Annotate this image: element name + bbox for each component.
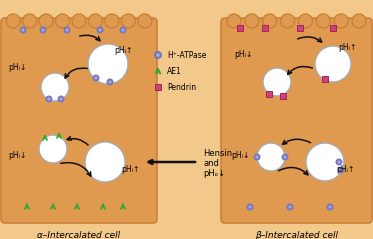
Circle shape: [288, 206, 292, 209]
Text: pHᵢ↑: pHᵢ↑: [121, 164, 139, 174]
Circle shape: [315, 46, 351, 82]
Circle shape: [85, 142, 125, 182]
Circle shape: [88, 14, 103, 28]
FancyBboxPatch shape: [1, 18, 157, 223]
Circle shape: [335, 158, 342, 165]
Circle shape: [257, 143, 285, 171]
Text: H⁺-ATPase: H⁺-ATPase: [167, 50, 206, 60]
Circle shape: [306, 143, 344, 181]
Circle shape: [156, 53, 160, 57]
Circle shape: [286, 203, 294, 211]
Circle shape: [23, 14, 37, 28]
Circle shape: [263, 14, 277, 28]
Text: and: and: [203, 159, 219, 168]
Circle shape: [119, 27, 126, 33]
Text: Pendrin: Pendrin: [167, 82, 196, 92]
Circle shape: [247, 203, 254, 211]
Text: pHᵢ↓: pHᵢ↓: [8, 151, 26, 159]
Circle shape: [316, 14, 330, 28]
Text: pHᵢ↑: pHᵢ↑: [338, 43, 356, 51]
Text: Hensin: Hensin: [203, 150, 232, 158]
Circle shape: [98, 28, 101, 32]
Circle shape: [121, 14, 135, 28]
Circle shape: [97, 27, 103, 33]
Circle shape: [93, 75, 100, 81]
Circle shape: [254, 153, 260, 161]
FancyBboxPatch shape: [221, 18, 372, 223]
Circle shape: [338, 167, 345, 174]
Text: pHᵢ↓: pHᵢ↓: [231, 151, 249, 159]
Circle shape: [19, 27, 26, 33]
Circle shape: [88, 44, 128, 84]
Circle shape: [245, 14, 259, 28]
Circle shape: [339, 168, 342, 172]
Circle shape: [39, 135, 67, 163]
FancyBboxPatch shape: [237, 25, 243, 31]
Circle shape: [352, 14, 366, 28]
FancyBboxPatch shape: [262, 25, 268, 31]
Circle shape: [122, 28, 125, 32]
Circle shape: [57, 96, 65, 103]
FancyBboxPatch shape: [330, 25, 336, 31]
Circle shape: [65, 28, 69, 32]
Circle shape: [94, 76, 98, 80]
Circle shape: [256, 155, 258, 158]
FancyBboxPatch shape: [322, 76, 328, 82]
Circle shape: [248, 206, 251, 209]
Text: pHᵢ↑: pHᵢ↑: [336, 164, 354, 174]
Text: α–Intercalated cell: α–Intercalated cell: [37, 230, 120, 239]
Circle shape: [63, 27, 70, 33]
FancyBboxPatch shape: [266, 91, 272, 97]
Circle shape: [105, 14, 119, 28]
FancyBboxPatch shape: [280, 93, 286, 99]
Circle shape: [46, 96, 53, 103]
Circle shape: [107, 78, 113, 86]
Circle shape: [154, 51, 162, 59]
Text: pHₒ↓: pHₒ↓: [203, 169, 225, 179]
Circle shape: [326, 203, 333, 211]
Text: AE1: AE1: [167, 66, 182, 76]
Circle shape: [227, 14, 241, 28]
Circle shape: [138, 14, 152, 28]
Circle shape: [56, 14, 69, 28]
FancyBboxPatch shape: [297, 25, 303, 31]
Circle shape: [72, 14, 86, 28]
Circle shape: [263, 68, 291, 96]
Circle shape: [280, 14, 295, 28]
Circle shape: [6, 14, 20, 28]
Text: pHᵢ↓: pHᵢ↓: [8, 63, 26, 71]
Circle shape: [109, 81, 112, 84]
Circle shape: [338, 160, 341, 163]
Text: β–Intercalated cell: β–Intercalated cell: [255, 230, 338, 239]
Circle shape: [41, 73, 69, 101]
Circle shape: [283, 155, 286, 158]
Circle shape: [40, 27, 47, 33]
Circle shape: [21, 28, 25, 32]
Circle shape: [41, 28, 45, 32]
Circle shape: [328, 206, 332, 209]
FancyBboxPatch shape: [155, 84, 161, 90]
Circle shape: [334, 14, 348, 28]
Circle shape: [282, 153, 288, 161]
Text: pHᵢ↑: pHᵢ↑: [114, 45, 132, 54]
Text: pHᵢ↓: pHᵢ↓: [234, 49, 252, 59]
Circle shape: [47, 98, 51, 101]
Circle shape: [39, 14, 53, 28]
Circle shape: [59, 98, 63, 101]
Circle shape: [298, 14, 313, 28]
